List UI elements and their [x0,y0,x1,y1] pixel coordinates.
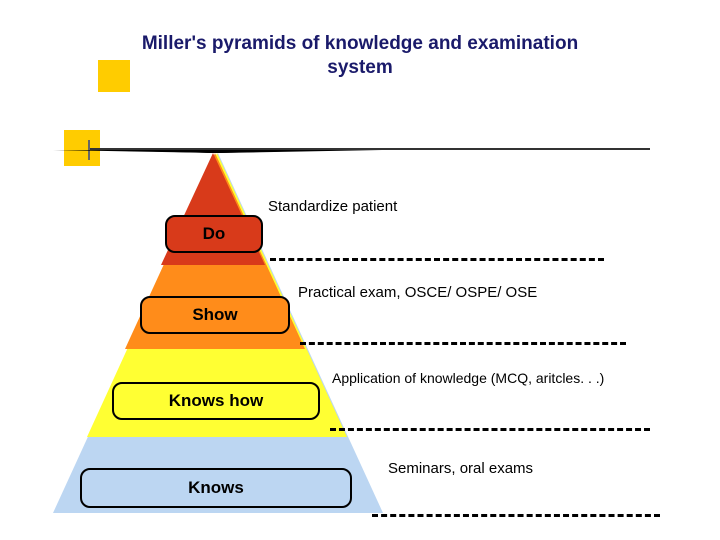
dash-do [270,258,604,261]
dash-knows [372,514,660,517]
page-title: Miller's pyramids of knowledge and exami… [120,32,600,80]
desc-knows: Seminars, oral exams [388,460,533,477]
dash-show [300,342,626,345]
dash-knows-how [330,428,650,431]
level-label-do: Do [203,224,226,244]
level-box-show: Show [140,296,290,334]
level-box-do: Do [165,215,263,253]
level-label-knows: Knows [188,478,244,498]
desc-show: Practical exam, OSCE/ OSPE/ OSE [298,284,537,301]
level-box-knows: Knows [80,468,352,508]
level-box-knows-how: Knows how [112,382,320,420]
desc-knows-how: Application of knowledge (MCQ, aritcles.… [332,370,604,386]
level-label-show: Show [192,305,237,325]
desc-do: Standardize patient [268,198,397,215]
level-label-knows-how: Knows how [169,391,263,411]
stage: Miller's pyramids of knowledge and exami… [0,0,720,540]
